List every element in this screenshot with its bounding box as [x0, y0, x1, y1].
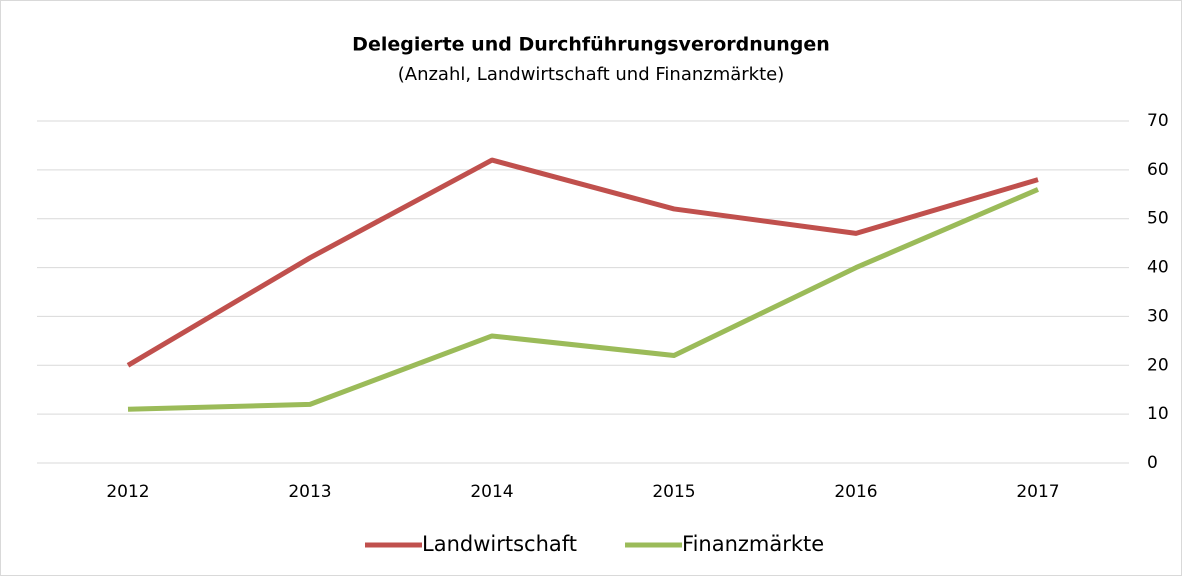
y-tick-label: 20: [1147, 355, 1169, 375]
line-series: [126, 157, 1039, 368]
x-tick-label: 2017: [1016, 482, 1059, 502]
y-tick-label: 60: [1147, 160, 1169, 180]
y-tick-label: 0: [1147, 453, 1158, 473]
line-series: [127, 187, 1039, 412]
x-tick-label: 2014: [470, 482, 513, 502]
chart-title: Delegierte und Durchführungsverordnungen: [352, 34, 830, 56]
y-tick-label: 40: [1147, 258, 1169, 278]
chart-subtitle: (Anzahl, Landwirtschaft und Finanzmärkte…: [398, 64, 785, 85]
legend-label: Finanzmärkte: [682, 532, 824, 556]
y-tick-label: 30: [1147, 306, 1169, 326]
x-tick-label: 2016: [834, 482, 877, 502]
y-tick-label: 10: [1147, 404, 1169, 424]
x-tick-label: 2012: [106, 482, 149, 502]
legend-label: Landwirtschaft: [422, 532, 577, 556]
x-tick-label: 2013: [288, 482, 331, 502]
y-tick-label: 50: [1147, 209, 1169, 229]
y-tick-label: 70: [1147, 111, 1169, 131]
x-tick-label: 2015: [652, 482, 695, 502]
